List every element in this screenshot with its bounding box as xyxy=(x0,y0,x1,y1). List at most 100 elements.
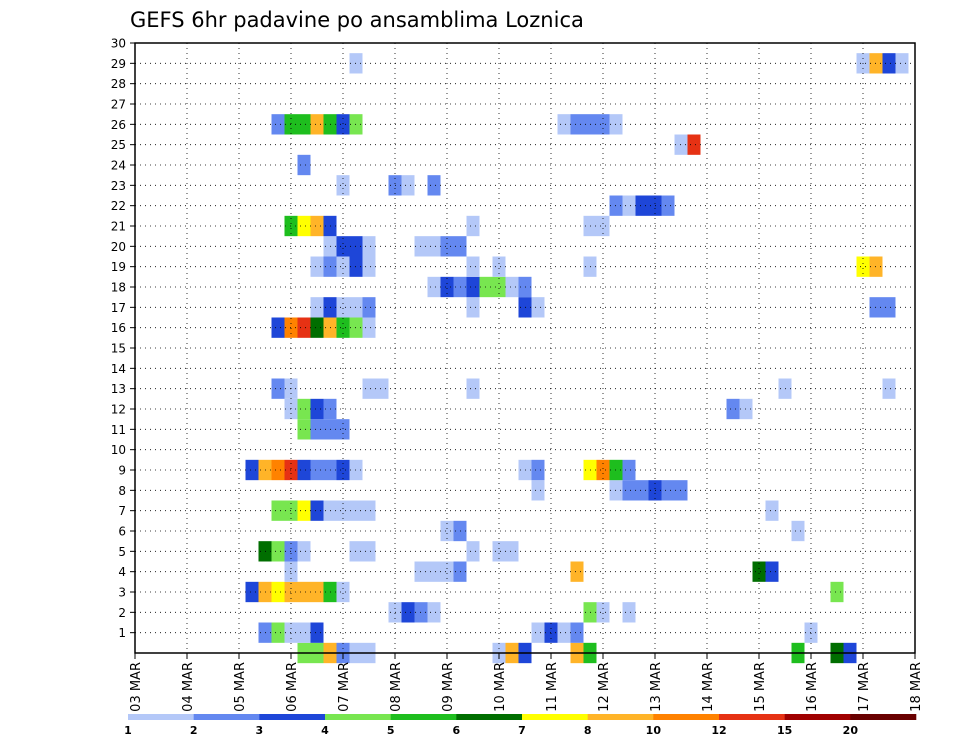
legend-label: 15 xyxy=(777,724,792,737)
heatmap-cell xyxy=(791,520,805,542)
heatmap-cell xyxy=(297,500,311,521)
heatmap-cell xyxy=(362,378,376,399)
heatmap-cell xyxy=(492,276,506,298)
heatmap-cell xyxy=(362,541,376,562)
heatmap-cell xyxy=(310,622,324,643)
y-tick-label: 10 xyxy=(111,443,126,457)
heatmap-cell xyxy=(466,541,480,562)
heatmap-cell xyxy=(531,297,545,318)
heatmap-cell xyxy=(557,622,571,643)
heatmap-cell xyxy=(466,297,480,318)
y-tick-label: 11 xyxy=(111,423,126,437)
legend-swatch xyxy=(456,714,523,720)
y-tick-label: 29 xyxy=(111,57,126,71)
heatmap-cell xyxy=(427,602,441,623)
heatmap-cell xyxy=(466,256,480,277)
x-tick-label: 06 MAR xyxy=(285,662,300,712)
heatmap-cell xyxy=(466,378,480,399)
x-tick-label: 18 MAR xyxy=(909,662,924,712)
y-tick-label: 18 xyxy=(111,281,126,295)
heatmap-cell xyxy=(596,602,610,623)
heatmap-cell xyxy=(596,215,610,237)
heatmap-cell xyxy=(362,256,376,277)
heatmap-cell xyxy=(310,114,324,135)
heatmap-cell xyxy=(882,297,896,318)
legend-label: 1 xyxy=(124,724,132,737)
heatmap-cell xyxy=(310,256,324,277)
heatmap-cell xyxy=(531,622,545,643)
heatmap-cell xyxy=(596,114,610,135)
heatmap-cell xyxy=(882,378,896,399)
heatmap-cell xyxy=(297,114,311,135)
y-tick-label: 4 xyxy=(118,565,126,579)
y-tick-label: 27 xyxy=(111,98,126,112)
heatmap-cell xyxy=(726,398,740,420)
y-tick-label: 21 xyxy=(111,220,126,234)
x-tick-label: 10 MAR xyxy=(493,662,508,712)
heatmap-cell xyxy=(765,500,779,521)
heatmap-cell xyxy=(765,561,779,582)
legend-label: 8 xyxy=(584,724,592,737)
y-axis: 1234567891011121314151617181920212223242… xyxy=(111,37,135,640)
heatmap-cell xyxy=(882,53,896,74)
legend-label: 20 xyxy=(843,724,859,737)
x-tick-label: 15 MAR xyxy=(753,662,768,712)
heatmap-cell xyxy=(336,114,350,135)
heatmap-cell xyxy=(622,602,636,623)
heatmap-cell xyxy=(635,195,649,216)
y-tick-label: 17 xyxy=(111,301,126,315)
heatmap-cell xyxy=(336,256,350,277)
legend-swatch xyxy=(128,714,194,720)
legend-swatch xyxy=(719,714,785,720)
heatmap-cell xyxy=(336,317,350,338)
color-legend: 1 2 3 4 5 6 7 8 10 12 15 20 xyxy=(124,714,917,737)
y-tick-label: 16 xyxy=(111,321,126,335)
y-tick-label: 6 xyxy=(118,525,126,539)
heatmap-cell xyxy=(310,419,324,440)
y-tick-label: 25 xyxy=(111,138,126,152)
heatmap-cell xyxy=(297,398,311,420)
legend-swatch xyxy=(522,714,588,720)
x-tick-label: 11 MAR xyxy=(545,662,560,712)
grid-lines xyxy=(135,42,915,653)
y-tick-label: 14 xyxy=(111,362,126,376)
y-tick-label: 24 xyxy=(111,159,126,173)
legend-swatch xyxy=(193,714,260,720)
legend-label: 7 xyxy=(518,724,526,737)
heatmap-cell xyxy=(492,256,506,277)
heatmap-cell xyxy=(856,256,870,277)
x-tick-label: 03 MAR xyxy=(129,662,144,712)
x-tick-label: 14 MAR xyxy=(701,662,716,712)
heatmap-cell xyxy=(570,114,584,135)
legend-label: 5 xyxy=(387,724,395,737)
heatmap-cell xyxy=(622,195,636,216)
heatmap-cell xyxy=(362,236,376,257)
heatmap-cell xyxy=(440,520,454,542)
legend-label: 10 xyxy=(646,724,662,737)
heatmap-cell xyxy=(687,134,701,155)
x-axis: 03 MAR 04 MAR 05 MAR 06 MAR 07 MAR 08 MAR 09 M… xyxy=(129,653,924,712)
heatmap-cell xyxy=(401,602,415,623)
heatmap-cell xyxy=(310,317,324,338)
heatmap-cell xyxy=(622,459,636,481)
x-tick-label: 12 MAR xyxy=(597,662,612,712)
heatmap-cell xyxy=(505,541,519,562)
legend-swatch xyxy=(784,714,851,720)
heatmap-cell xyxy=(336,236,350,257)
heatmap-cell xyxy=(336,297,350,318)
legend-label: 3 xyxy=(256,724,264,737)
heatmap-cell xyxy=(570,561,584,582)
y-tick-label: 7 xyxy=(118,504,126,518)
y-tick-label: 20 xyxy=(111,240,126,254)
heatmap-cell xyxy=(427,236,441,257)
heatmap-cell xyxy=(752,561,766,582)
heatmap-cell xyxy=(336,419,350,440)
heatmap-cell xyxy=(440,276,454,298)
y-tick-label: 13 xyxy=(111,382,126,396)
heatmap-cell xyxy=(297,419,311,440)
heatmap-cell xyxy=(531,480,545,501)
y-tick-label: 2 xyxy=(118,606,126,620)
heatmap-cell xyxy=(271,581,285,603)
heatmap-cell xyxy=(245,459,259,481)
